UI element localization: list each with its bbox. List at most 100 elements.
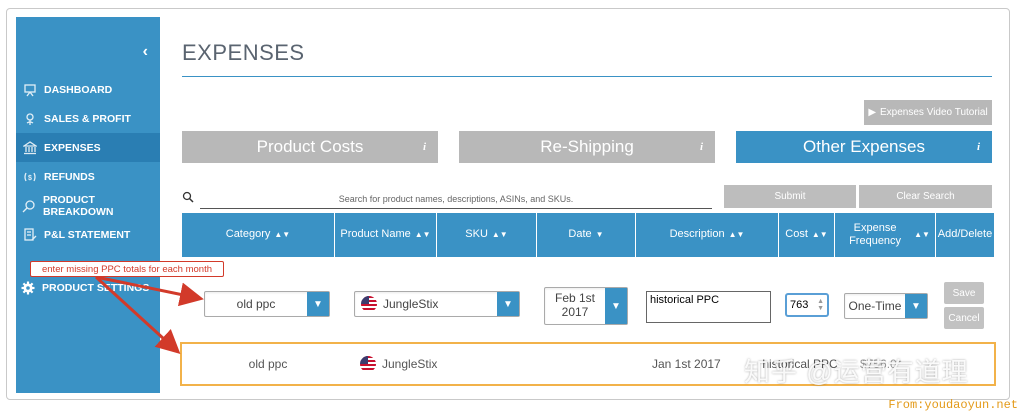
row-date: Jan 1st 2017 bbox=[652, 357, 721, 371]
sidebar-item-label: REFUNDS bbox=[44, 170, 95, 183]
cancel-button[interactable]: Cancel bbox=[944, 307, 984, 329]
us-flag-icon bbox=[361, 296, 377, 312]
header-label: Add/Delete bbox=[937, 228, 993, 241]
gear-icon bbox=[21, 281, 35, 295]
description-input[interactable] bbox=[646, 291, 771, 323]
sort-icon: ▲▼ bbox=[811, 230, 828, 240]
sort-icon: ▲▼ bbox=[274, 230, 291, 240]
tab-re-shipping[interactable]: Re-Shipping i bbox=[459, 131, 715, 163]
dollar-plant-icon bbox=[22, 111, 38, 127]
magnifier-icon bbox=[22, 198, 37, 214]
sort-icon: ▲▼ bbox=[914, 230, 930, 240]
chevron-down-icon: ▼ bbox=[307, 292, 329, 316]
video-tutorial-label: Expenses Video Tutorial bbox=[880, 107, 988, 118]
source-credit: From:youdaoyun.net bbox=[888, 398, 1018, 412]
sidebar-nav: DASHBOARD SALES & PROFIT EXPENSES $ REFU… bbox=[16, 75, 160, 249]
column-header-add-delete: Add/Delete bbox=[936, 213, 994, 257]
product-value: JungleStix bbox=[383, 297, 439, 311]
column-header-sku[interactable]: SKU ▲▼ bbox=[437, 213, 537, 257]
sidebar-item-sales-profit[interactable]: SALES & PROFIT bbox=[16, 104, 160, 133]
chevron-down-icon: ▼ bbox=[905, 294, 927, 318]
title-divider bbox=[182, 76, 992, 77]
header-label: Date bbox=[568, 228, 592, 241]
row-cost: $756.0* bbox=[860, 357, 902, 371]
table-header: Category ▲▼ Product Name ▲▼ SKU ▲▼ Date ▼ De… bbox=[182, 213, 994, 257]
column-header-category[interactable]: Category ▲▼ bbox=[182, 213, 335, 257]
sidebar-item-product-settings[interactable]: PRODUCT SETTINGS bbox=[42, 282, 150, 294]
column-header-expense-frequency[interactable]: Expense Frequency ▲▼ bbox=[835, 213, 936, 257]
annotation-callout: enter missing PPC totals for each month bbox=[30, 261, 224, 277]
sidebar-item-refunds[interactable]: $ REFUNDS bbox=[16, 162, 160, 191]
column-header-product-name[interactable]: Product Name ▲▼ bbox=[335, 213, 437, 257]
bank-icon bbox=[22, 140, 38, 156]
date-month-day: Feb 1st bbox=[554, 291, 596, 306]
presentation-icon bbox=[22, 82, 38, 98]
table-row[interactable]: old ppc JungleStix Jan 1st 2017 historic… bbox=[180, 342, 996, 386]
chevron-left-icon[interactable]: ‹ bbox=[142, 43, 148, 60]
column-header-description[interactable]: Description ▲▼ bbox=[636, 213, 779, 257]
sidebar-item-product-breakdown[interactable]: PRODUCT BREAKDOWN bbox=[16, 191, 160, 220]
cost-value: 763 bbox=[790, 299, 809, 311]
row-category: old ppc bbox=[248, 357, 288, 371]
column-header-date[interactable]: Date ▼ bbox=[537, 213, 636, 257]
cost-input[interactable]: 763 ▲ ▼ bbox=[785, 293, 829, 317]
category-value: old ppc bbox=[236, 297, 276, 311]
sidebar: ‹ DASHBOARD SALES & PROFIT EXPENSES $ RE… bbox=[16, 17, 160, 393]
header-label: Description bbox=[669, 228, 725, 241]
row-description: historical PPC bbox=[762, 357, 838, 371]
category-select[interactable]: old ppc ▼ bbox=[204, 291, 330, 317]
tab-other-expenses[interactable]: Other Expenses i bbox=[736, 131, 992, 163]
tab-label: Product Costs bbox=[256, 137, 364, 156]
sidebar-item-pl-statement[interactable]: P&L STATEMENT bbox=[16, 220, 160, 249]
us-flag-icon bbox=[360, 356, 376, 372]
sort-icon: ▲▼ bbox=[728, 230, 745, 240]
product-select[interactable]: JungleStix ▼ bbox=[354, 291, 520, 317]
tab-product-costs[interactable]: Product Costs i bbox=[182, 131, 438, 163]
submit-button[interactable]: Submit bbox=[724, 185, 856, 208]
chevron-down-icon: ▼ bbox=[497, 292, 519, 316]
watermark: 知乎 @运营有道理 bbox=[744, 357, 969, 387]
sidebar-item-label: EXPENSES bbox=[44, 141, 101, 154]
sidebar-item-expenses[interactable]: EXPENSES bbox=[16, 133, 160, 162]
document-edit-icon bbox=[22, 227, 38, 243]
spinner-icon[interactable]: ▲ ▼ bbox=[817, 298, 824, 312]
info-icon[interactable]: i bbox=[422, 141, 426, 153]
chevron-down-icon: ▼ bbox=[605, 288, 627, 324]
date-value: Feb 1st 2017 bbox=[545, 291, 605, 320]
header-label: Cost bbox=[785, 228, 808, 241]
page-title: EXPENSES bbox=[182, 40, 305, 65]
column-header-cost[interactable]: Cost ▲▼ bbox=[779, 213, 835, 257]
tab-label: Re-Shipping bbox=[540, 137, 634, 156]
video-tutorial-button[interactable]: ▶ Expenses Video Tutorial bbox=[864, 100, 992, 125]
main-content: EXPENSES ▶ Expenses Video Tutorial Produ… bbox=[160, 17, 1002, 393]
header-label: SKU bbox=[465, 228, 488, 241]
row-product-name: JungleStix bbox=[382, 357, 438, 371]
header-label: Category bbox=[225, 228, 271, 241]
date-select[interactable]: Feb 1st 2017 ▼ bbox=[544, 287, 628, 325]
sidebar-item-label: DASHBOARD bbox=[44, 83, 113, 96]
info-icon[interactable]: i bbox=[699, 141, 703, 153]
info-icon[interactable]: i bbox=[976, 141, 980, 153]
save-button[interactable]: Save bbox=[944, 282, 984, 304]
row-product: JungleStix bbox=[354, 356, 534, 372]
header-label: Product Name bbox=[340, 228, 411, 241]
svg-text:$: $ bbox=[28, 175, 32, 182]
sort-icon: ▲▼ bbox=[414, 230, 431, 240]
search-icon bbox=[182, 191, 194, 203]
frequency-value: One-Time bbox=[848, 299, 902, 313]
search-input[interactable] bbox=[200, 189, 712, 209]
tab-label: Other Expenses bbox=[803, 137, 925, 156]
sort-icon: ▲▼ bbox=[491, 230, 508, 240]
play-icon: ▶ bbox=[868, 107, 877, 118]
sidebar-item-label: SALES & PROFIT bbox=[44, 112, 131, 125]
header-label: Expense Frequency bbox=[849, 221, 902, 247]
sidebar-item-label: P&L STATEMENT bbox=[44, 228, 131, 241]
frequency-select[interactable]: One-Time ▼ bbox=[844, 293, 928, 319]
sidebar-item-dashboard[interactable]: DASHBOARD bbox=[16, 75, 160, 104]
chevron-down-icon: ▼ bbox=[595, 230, 604, 240]
refund-icon: $ bbox=[22, 169, 38, 185]
sidebar-item-label: PRODUCT BREAKDOWN bbox=[42, 193, 114, 218]
date-year: 2017 bbox=[561, 305, 589, 319]
clear-search-button[interactable]: Clear Search bbox=[859, 185, 992, 208]
